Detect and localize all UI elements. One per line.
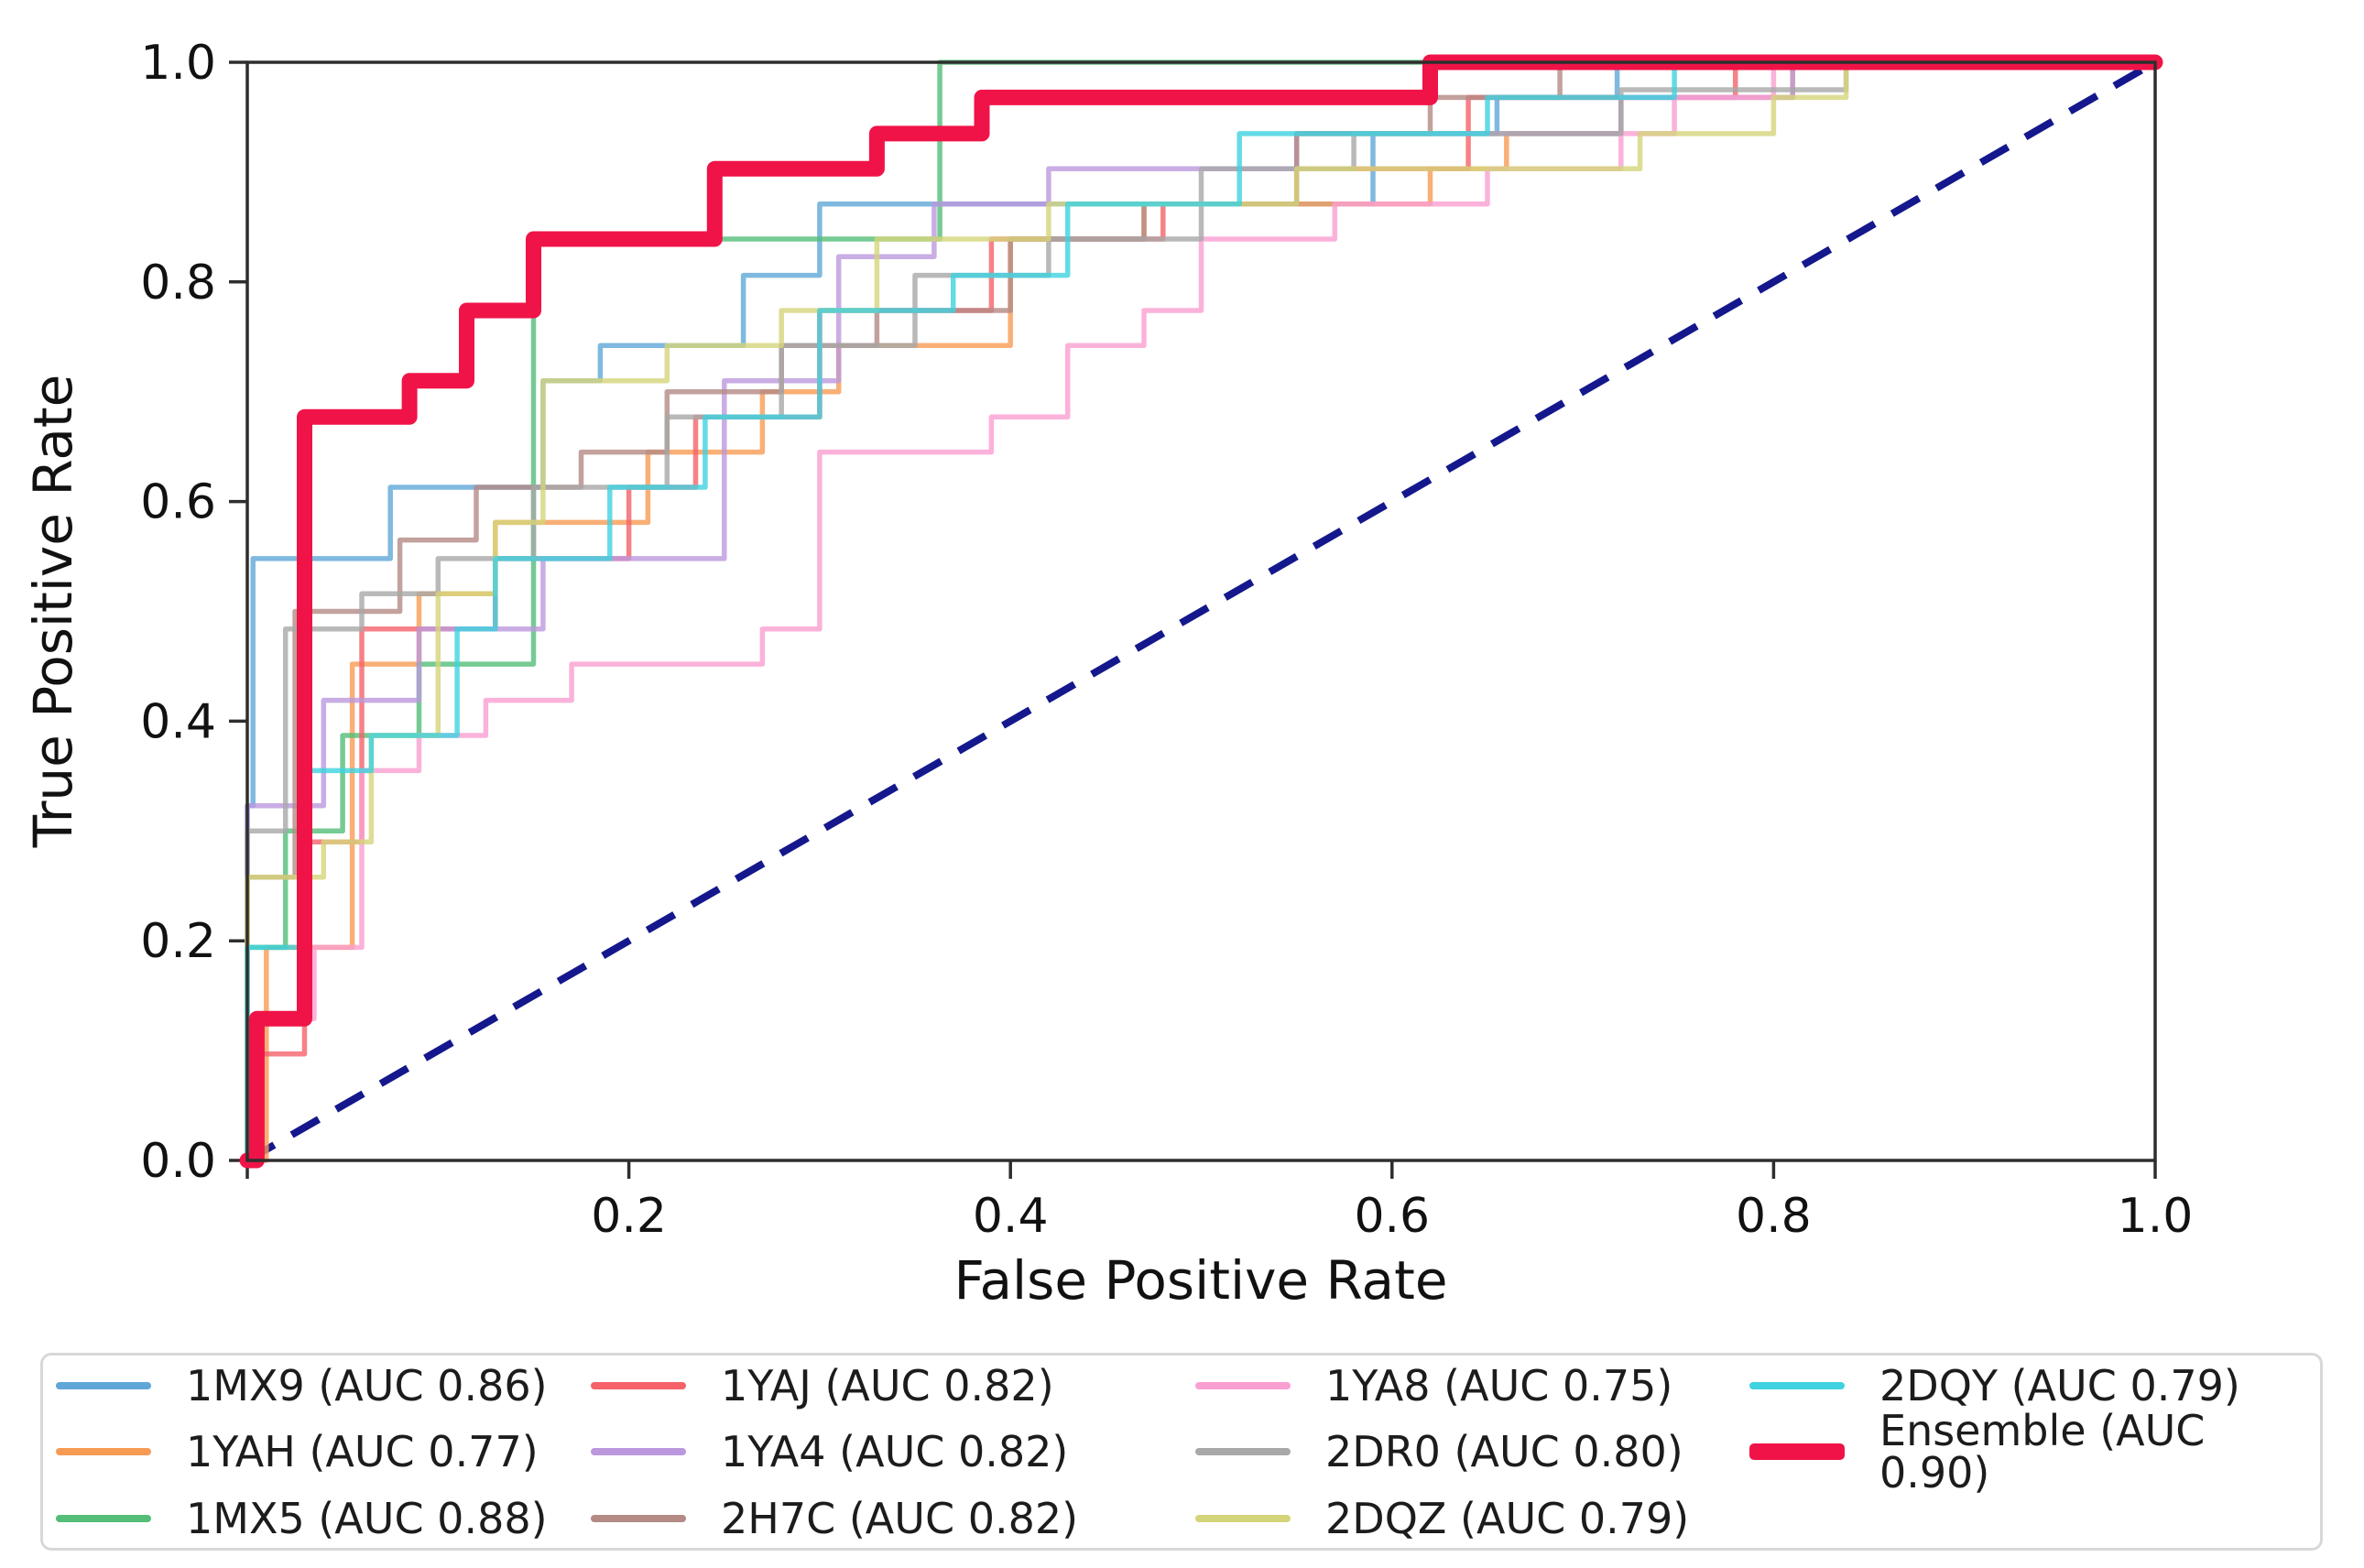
- x-tick-label: 0.4: [973, 1189, 1049, 1244]
- legend-swatch-2H7C: [591, 1514, 686, 1522]
- legend-item-1MX5: 1MX5 (AUC 0.88): [56, 1497, 591, 1540]
- y-tick-label: 0.0: [140, 1134, 216, 1189]
- legend-label-1YA4: 1YA4 (AUC 0.82): [721, 1427, 1069, 1476]
- y-tick-label: 0.8: [140, 256, 216, 310]
- legend-item-1YAH: 1YAH (AUC 0.77): [56, 1431, 591, 1473]
- legend-label-2DR0: 2DR0 (AUC 0.80): [1325, 1427, 1683, 1476]
- x-tick-label: 0.6: [1354, 1189, 1430, 1244]
- legend-label-1MX5: 1MX5 (AUC 0.88): [186, 1493, 548, 1543]
- legend: 1MX9 (AUC 0.86) 1YAH (AUC 0.77) 1MX5 (AUC …: [40, 1353, 2323, 1551]
- legend-label-2H7C: 2H7C (AUC 0.82): [721, 1493, 1079, 1543]
- legend-label-1YAH: 1YAH (AUC 0.77): [186, 1427, 539, 1476]
- legend-item-1YA4: 1YA4 (AUC 0.82): [591, 1431, 1195, 1473]
- axis-ticks: 0.2 0.4 0.6 0.8 1.0 0.0 0.2 0.4 0.6 0.8 1.0: [140, 36, 2193, 1244]
- legend-swatch-2DQZ: [1195, 1514, 1291, 1522]
- y-tick-label: 0.4: [140, 694, 216, 749]
- legend-label-2DQY: 2DQY (AUC 0.79): [1879, 1360, 2240, 1410]
- legend-label-1YAJ: 1YAJ (AUC 0.82): [721, 1360, 1054, 1410]
- legend-swatch-2DQY: [1749, 1381, 1845, 1389]
- legend-swatch-1YAJ: [591, 1381, 686, 1389]
- legend-swatch-2DR0: [1195, 1448, 1291, 1455]
- legend-item-2DQY: 2DQY (AUC 0.79): [1749, 1365, 2311, 1407]
- roc-curve-2DQY: [245, 60, 2158, 1163]
- legend-label-1YA8: 1YA8 (AUC 0.75): [1325, 1360, 1673, 1410]
- roc-curve-Ensemble: [239, 54, 2163, 1169]
- legend-label-1MX9: 1MX9 (AUC 0.86): [186, 1360, 548, 1410]
- y-axis-label: True Positive Rate: [22, 375, 84, 849]
- legend-swatch-1YAH: [56, 1448, 151, 1455]
- legend-item-1YAJ: 1YAJ (AUC 0.82): [591, 1365, 1195, 1407]
- plot-border: [245, 60, 2157, 1162]
- x-tick-label: 0.8: [1736, 1189, 1812, 1244]
- legend-swatch-1YA4: [591, 1448, 686, 1455]
- y-tick-label: 0.6: [140, 475, 216, 530]
- y-tick-label: 0.2: [140, 914, 216, 969]
- chance-diagonal-line: [245, 59, 2157, 1164]
- legend-label-Ensemble: Ensemble (AUC 0.90): [1879, 1406, 2206, 1497]
- roc-curves: [239, 54, 2163, 1169]
- legend-swatch-1YA8: [1195, 1381, 1291, 1389]
- y-tick-label: 1.0: [140, 36, 216, 91]
- legend-item-1MX9: 1MX9 (AUC 0.86): [56, 1365, 591, 1407]
- x-tick-label: 1.0: [2118, 1189, 2194, 1244]
- legend-item-2H7C: 2H7C (AUC 0.82): [591, 1497, 1195, 1540]
- roc-curve-1YA8: [245, 60, 2158, 1163]
- legend-swatch-1MX5: [56, 1514, 151, 1522]
- legend-label-2DQZ: 2DQZ (AUC 0.79): [1325, 1493, 1690, 1543]
- legend-item-2DR0: 2DR0 (AUC 0.80): [1195, 1431, 1749, 1473]
- legend-swatch-1MX9: [56, 1381, 151, 1389]
- legend-swatch-Ensemble: [1749, 1443, 1845, 1460]
- x-tick-label: 0.2: [591, 1189, 667, 1244]
- x-axis-label: False Positive Rate: [953, 1249, 1447, 1312]
- legend-item-1YA8: 1YA8 (AUC 0.75): [1195, 1365, 1749, 1407]
- legend-item-2DQZ: 2DQZ (AUC 0.79): [1195, 1497, 1749, 1540]
- legend-item-Ensemble: Ensemble (AUC 0.90): [1749, 1410, 2311, 1494]
